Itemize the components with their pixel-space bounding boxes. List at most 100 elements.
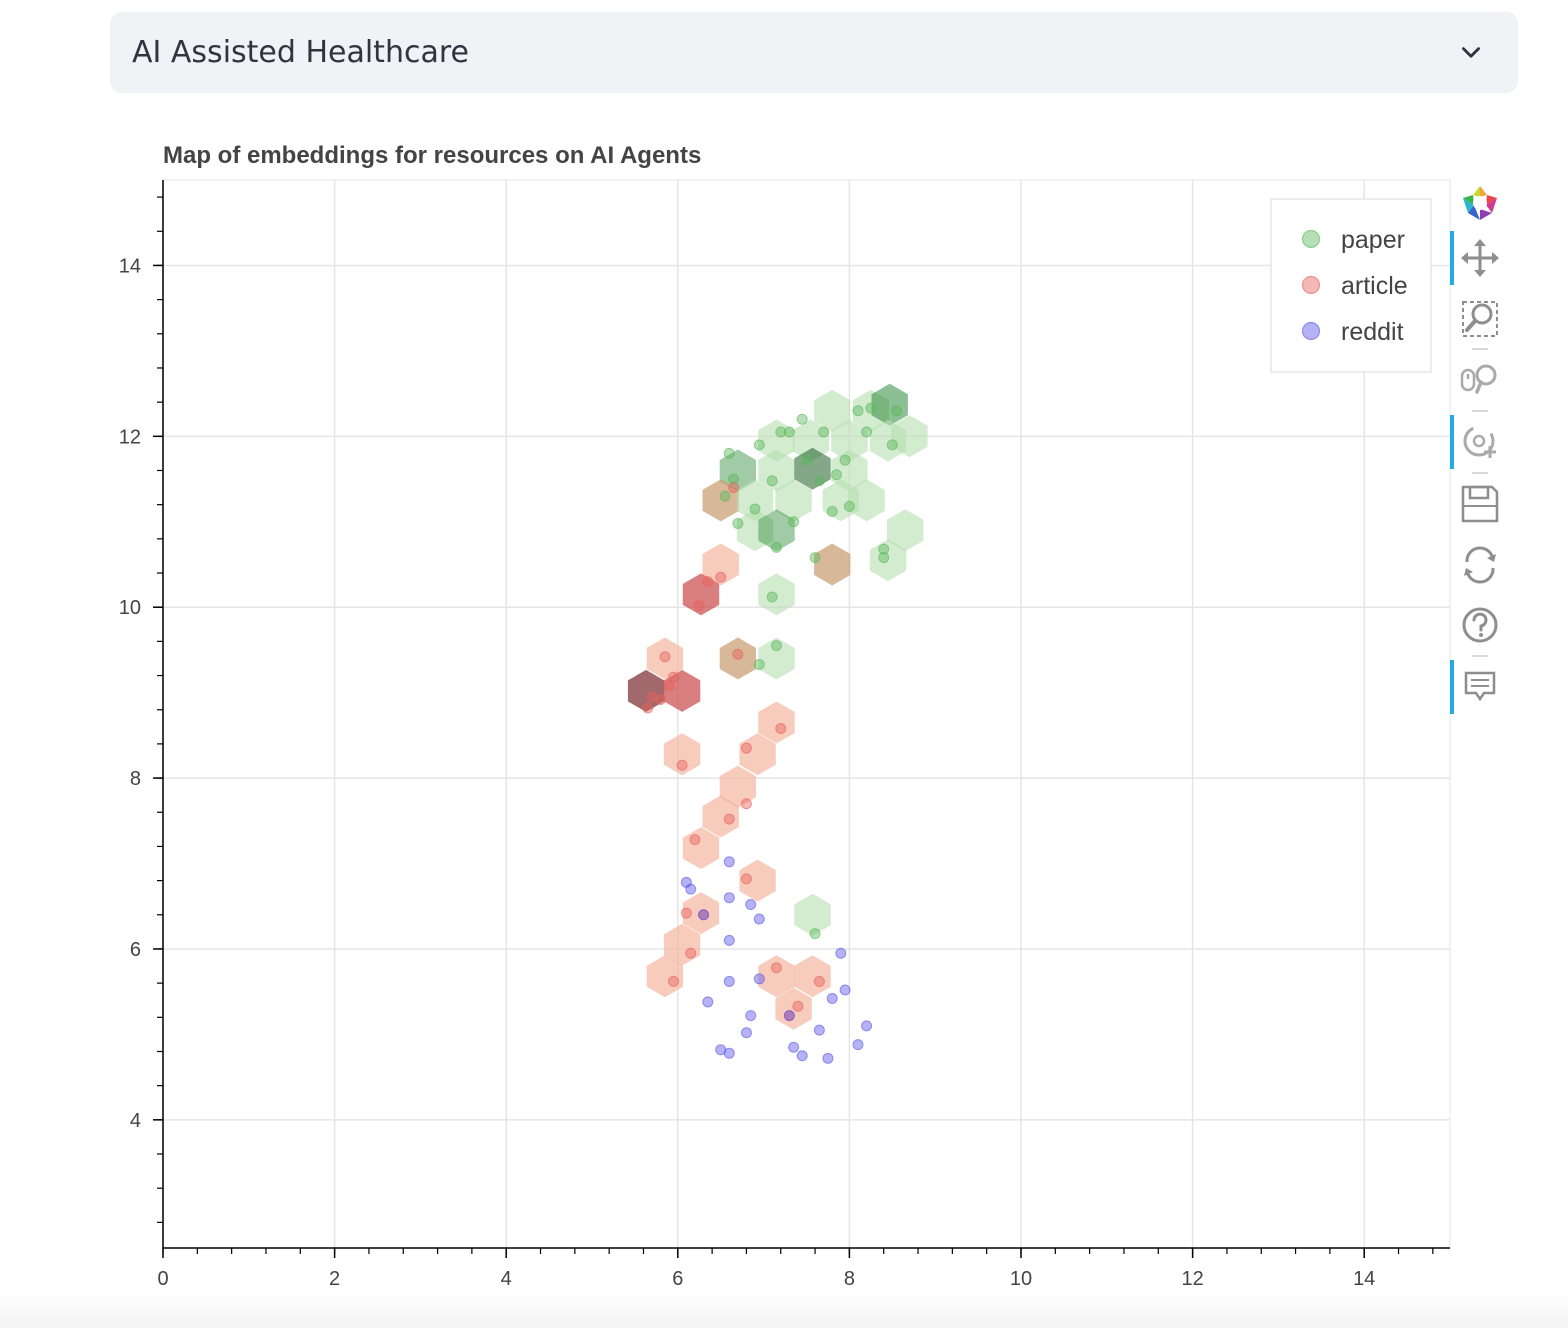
bokeh-logo-icon — [1463, 186, 1497, 220]
article-point — [792, 1000, 804, 1012]
reddit-point — [745, 899, 757, 911]
paper-point — [783, 426, 795, 438]
wheel-zoom-tool[interactable] — [1450, 353, 1510, 407]
paper-point — [886, 439, 898, 451]
article-point — [728, 482, 740, 494]
x-tick-label: 6 — [672, 1268, 683, 1290]
hexbin-cell — [775, 479, 812, 522]
paper-point — [843, 500, 855, 512]
paper-point — [809, 928, 821, 940]
paper-point — [719, 490, 731, 502]
box-zoom-tool-icon — [1462, 301, 1498, 337]
hexbin-cell — [794, 893, 831, 936]
grid-lines — [162, 180, 1450, 1248]
topic-select-value: AI Assisted Healthcare — [132, 35, 469, 70]
hexbin-cell — [663, 923, 701, 966]
hexbin-cell — [758, 701, 795, 744]
hexbin-cell — [682, 827, 720, 870]
reddit-point — [723, 892, 735, 904]
article-point — [655, 693, 667, 705]
reddit-point — [723, 934, 735, 946]
x-tick-label: 10 — [1010, 1268, 1032, 1290]
article-point — [775, 723, 787, 735]
article-point — [668, 671, 680, 683]
pan-tool[interactable] — [1450, 231, 1510, 285]
reddit-point — [839, 984, 851, 996]
hover-tool[interactable] — [1450, 660, 1510, 714]
paper-point — [728, 473, 740, 485]
help-tool[interactable] — [1450, 598, 1510, 652]
reddit-point — [835, 947, 847, 959]
legend-label-paper: paper — [1341, 226, 1405, 254]
legend-swatch-article — [1301, 275, 1321, 295]
box-zoom-tool[interactable] — [1450, 292, 1510, 346]
bokeh-logo[interactable] — [1450, 176, 1510, 230]
hexbin-layer — [627, 383, 928, 1030]
hexbin-cell — [702, 479, 739, 522]
reddit-point — [740, 1027, 752, 1039]
topic-select[interactable]: AI Assisted Healthcare — [110, 12, 1518, 93]
lasso-select-tool-icon — [1463, 425, 1496, 458]
article-point — [646, 691, 658, 703]
reddit-point — [753, 973, 765, 985]
paper-point — [852, 405, 864, 417]
hexbin-cell — [794, 447, 831, 490]
points-layer — [642, 402, 903, 1064]
save-tool[interactable] — [1450, 477, 1510, 531]
x-tick-label: 0 — [157, 1268, 168, 1290]
legend-swatch-paper — [1301, 229, 1321, 249]
hexbin-cell — [702, 795, 739, 838]
y-tick-label: 4 — [130, 1110, 141, 1132]
article-point — [680, 907, 692, 919]
hexbin-cell — [719, 765, 756, 808]
article-point — [676, 759, 688, 771]
paper-point — [766, 475, 778, 487]
paper-point — [753, 658, 765, 670]
y-tick-label: 10 — [119, 597, 141, 619]
reddit-point — [698, 909, 710, 921]
reddit-point — [753, 913, 765, 925]
hexbin-cell — [848, 479, 885, 522]
hexbin-cell — [814, 543, 851, 586]
reddit-point — [822, 1052, 834, 1064]
article-point — [685, 947, 697, 959]
paper-point — [813, 475, 825, 487]
x-tick-label: 2 — [329, 1268, 340, 1290]
paper-point — [796, 413, 808, 425]
article-point — [715, 571, 727, 583]
reset-tool[interactable] — [1450, 538, 1510, 592]
hexbin-cell — [891, 415, 928, 458]
reddit-point — [796, 1050, 808, 1062]
paper-point — [766, 591, 778, 603]
reddit-point — [813, 1024, 825, 1036]
article-point — [642, 702, 654, 714]
hexbin-cell — [663, 669, 701, 712]
y-tick-label: 8 — [130, 768, 141, 790]
paper-point — [861, 426, 873, 438]
lasso-select-tool[interactable] — [1450, 415, 1510, 469]
hexbin-cell — [682, 573, 720, 616]
reddit-point — [783, 1010, 795, 1022]
article-point — [663, 680, 675, 692]
hexbin-cell — [792, 419, 829, 462]
hexbin-cell — [814, 389, 851, 432]
hexbin-cell — [739, 859, 776, 902]
article-point — [740, 742, 752, 754]
hexbin-cell — [682, 892, 720, 935]
plot-area-frame — [162, 179, 1451, 1249]
paper-point — [818, 426, 830, 438]
paper-point — [831, 469, 843, 481]
paper-point — [723, 447, 735, 459]
article-point — [702, 576, 714, 588]
article-point — [693, 599, 705, 611]
paper-point — [749, 503, 761, 515]
hexbin-cell — [758, 509, 795, 552]
paper-point — [826, 506, 838, 518]
pan-tool-icon — [1461, 239, 1499, 277]
legend-box — [1270, 198, 1432, 373]
save-tool-icon — [1461, 485, 1499, 523]
article-point — [732, 648, 744, 660]
paper-point — [732, 517, 744, 529]
hexbin-cell — [758, 637, 795, 680]
